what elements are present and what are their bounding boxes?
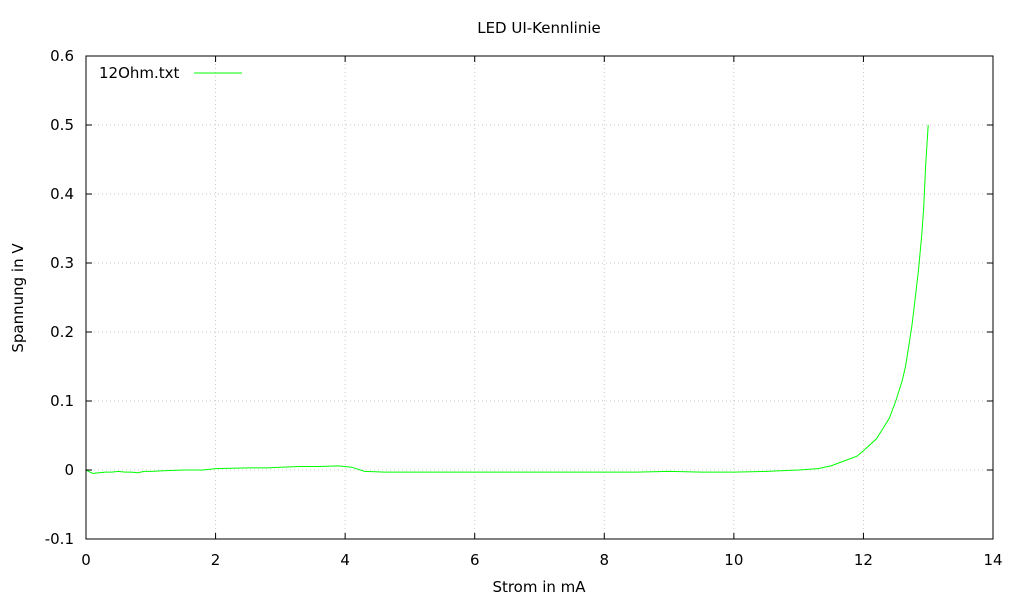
data-layer: [85, 124, 929, 474]
x-tick-label: 0: [81, 551, 91, 569]
x-axis-label: Strom in mA: [492, 578, 586, 596]
chart-title: LED UI-Kennlinie: [477, 19, 601, 37]
y-tick-label: 0.1: [50, 392, 74, 410]
y-tick-label: -0.1: [45, 530, 74, 548]
x-tick-label: 12: [854, 551, 873, 569]
y-tick-label: 0: [64, 461, 74, 479]
series-line: [85, 124, 929, 474]
x-tick-label: 14: [983, 551, 1002, 569]
y-tick-label: 0.3: [50, 254, 74, 272]
legend-label: 12Ohm.txt: [99, 64, 180, 82]
x-tick-label: 2: [211, 551, 221, 569]
ticks: [85, 55, 994, 540]
y-tick-labels: -0.1 0 0.1 0.2 0.3 0.4 0.5 0.6: [45, 47, 74, 548]
grid: [86, 56, 993, 539]
x-tick-labels: 0 2 4 6 8 10 12 14: [81, 551, 1002, 569]
x-tick-label: 10: [724, 551, 743, 569]
x-tick-label: 6: [470, 551, 480, 569]
x-tick-label: 8: [600, 551, 610, 569]
y-tick-label: 0.4: [50, 185, 74, 203]
plot-frame: [85, 55, 994, 540]
y-tick-label: 0.2: [50, 323, 74, 341]
y-axis-label: Spannung in V: [9, 243, 27, 353]
y-tick-label: 0.5: [50, 116, 74, 134]
legend: 12Ohm.txt: [99, 64, 242, 82]
y-tick-label: 0.6: [50, 47, 74, 65]
x-tick-label: 4: [340, 551, 350, 569]
